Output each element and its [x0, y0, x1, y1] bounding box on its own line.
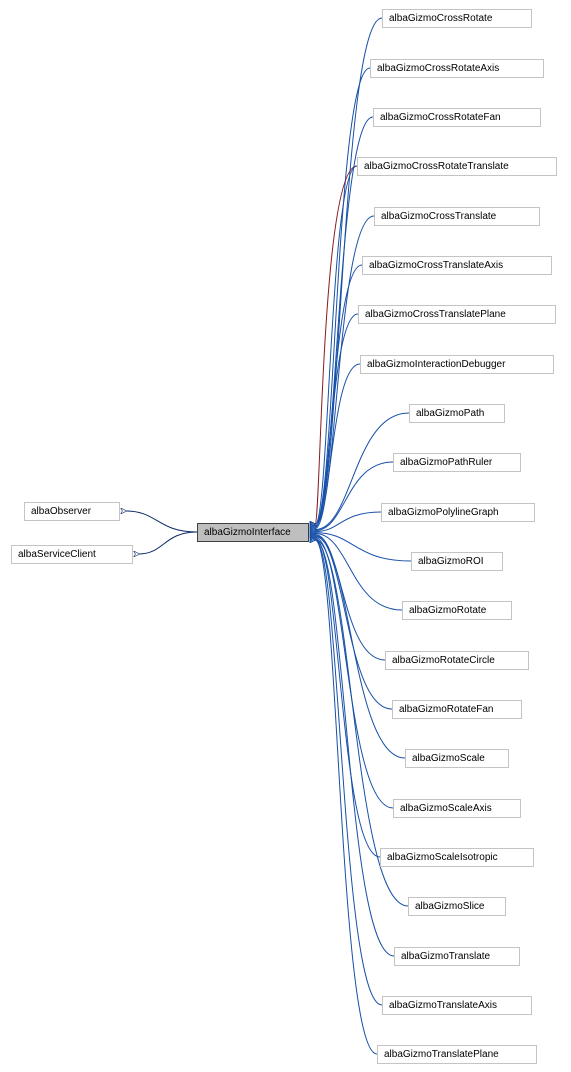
edge-albaGizmoCrossTranslatePlane-to-albaGizmoInterface [315, 314, 358, 528]
node-albaGizmoInterface: albaGizmoInterface [197, 523, 309, 542]
node-albaGizmoRotate[interactable]: albaGizmoRotate [402, 601, 512, 620]
edge-albaGizmoROI-to-albaGizmoInterface [315, 533, 411, 561]
edge-albaGizmoCrossRotateTranslate-to-albaGizmoInterface [315, 166, 357, 525]
node-albaGizmoRotateCircle[interactable]: albaGizmoRotateCircle [385, 651, 529, 670]
node-label: albaGizmoRotate [409, 605, 486, 616]
node-label: albaGizmoPolylineGraph [388, 507, 499, 518]
node-albaGizmoScale[interactable]: albaGizmoScale [405, 749, 509, 768]
node-label: albaGizmoScale [412, 753, 485, 764]
edge-albaGizmoCrossTranslateAxis-to-albaGizmoInterface [315, 265, 362, 527]
node-label: albaGizmoCrossRotateTranslate [364, 161, 509, 172]
node-label: albaGizmoTranslateAxis [389, 1000, 497, 1011]
edge-albaGizmoRotateFan-to-albaGizmoInterface [315, 536, 392, 709]
edge-albaGizmoScaleIsotropic-to-albaGizmoInterface [315, 539, 380, 858]
node-albaGizmoTranslateAxis[interactable]: albaGizmoTranslateAxis [382, 996, 532, 1015]
edge-albaGizmoTranslateAxis-to-albaGizmoInterface [315, 540, 382, 1005]
node-label: albaGizmoCrossRotateFan [380, 112, 501, 123]
node-albaGizmoRotateFan[interactable]: albaGizmoRotateFan [392, 700, 522, 719]
diagram-stage: albaObserver albaServiceClient albaGizmoIn… [0, 0, 571, 1072]
node-albaGizmoCrossRotateFan[interactable]: albaGizmoCrossRotateFan [373, 108, 541, 127]
node-label: albaServiceClient [18, 549, 96, 560]
node-label: albaGizmoTranslatePlane [384, 1049, 499, 1060]
edge-albaGizmoInteractionDebugger-to-albaGizmoInterface [315, 364, 360, 529]
node-albaGizmoPolylineGraph[interactable]: albaGizmoPolylineGraph [381, 503, 535, 522]
node-label: albaObserver [31, 506, 91, 517]
edge-albaGizmoInterface-to-albaObserver [126, 511, 197, 532]
node-albaGizmoTranslatePlane[interactable]: albaGizmoTranslatePlane [377, 1045, 537, 1064]
node-label: albaGizmoSlice [415, 901, 484, 912]
node-label: albaGizmoPathRuler [400, 457, 492, 468]
node-albaObserver[interactable]: albaObserver [24, 502, 120, 521]
node-albaGizmoCrossTranslatePlane[interactable]: albaGizmoCrossTranslatePlane [358, 305, 556, 324]
node-label: albaGizmoCrossRotateAxis [377, 63, 499, 74]
node-albaGizmoPath[interactable]: albaGizmoPath [409, 404, 505, 423]
node-albaGizmoSlice[interactable]: albaGizmoSlice [408, 897, 506, 916]
node-label: albaGizmoCrossTranslate [381, 211, 496, 222]
node-label: albaGizmoPath [416, 408, 484, 419]
edge-albaGizmoInterface-to-albaServiceClient [139, 532, 197, 554]
node-label: albaGizmoRotateCircle [392, 655, 495, 666]
node-albaGizmoInteractionDebugger[interactable]: albaGizmoInteractionDebugger [360, 355, 554, 374]
edge-albaGizmoTranslatePlane-to-albaGizmoInterface [315, 540, 377, 1054]
node-label: albaGizmoScaleAxis [400, 803, 492, 814]
node-label: albaGizmoRotateFan [399, 704, 494, 715]
node-label: albaGizmoROI [418, 556, 484, 567]
node-label: albaGizmoInteractionDebugger [367, 359, 505, 370]
node-albaGizmoCrossRotateTranslate[interactable]: albaGizmoCrossRotateTranslate [357, 157, 557, 176]
edge-albaGizmoScale-to-albaGizmoInterface [315, 537, 405, 758]
node-albaGizmoScaleIsotropic[interactable]: albaGizmoScaleIsotropic [380, 848, 534, 867]
node-label: albaGizmoCrossRotate [389, 13, 492, 24]
edge-albaGizmoRotate-to-albaGizmoInterface [315, 534, 402, 610]
edge-albaGizmoCrossRotateTranslate-to-albaGizmoInterface [315, 166, 357, 525]
node-label: albaGizmoCrossTranslatePlane [365, 309, 506, 320]
node-albaServiceClient[interactable]: albaServiceClient [11, 545, 133, 564]
node-label: albaGizmoInterface [204, 527, 291, 538]
node-albaGizmoCrossTranslateAxis[interactable]: albaGizmoCrossTranslateAxis [362, 256, 552, 275]
edge-albaGizmoPolylineGraph-to-albaGizmoInterface [315, 512, 381, 532]
edge-albaGizmoTranslate-to-albaGizmoInterface [315, 540, 394, 956]
node-label: albaGizmoScaleIsotropic [387, 852, 498, 863]
node-albaGizmoTranslate[interactable]: albaGizmoTranslate [394, 947, 520, 966]
node-albaGizmoPathRuler[interactable]: albaGizmoPathRuler [393, 453, 521, 472]
edge-albaGizmoRotateCircle-to-albaGizmoInterface [315, 535, 385, 660]
node-albaGizmoCrossRotateAxis[interactable]: albaGizmoCrossRotateAxis [370, 59, 544, 78]
node-label: albaGizmoCrossTranslateAxis [369, 260, 503, 271]
node-label: albaGizmoTranslate [401, 951, 490, 962]
edge-albaGizmoScaleAxis-to-albaGizmoInterface [315, 538, 393, 808]
node-albaGizmoCrossRotate[interactable]: albaGizmoCrossRotate [382, 9, 532, 28]
edge-albaGizmoCrossRotateAxis-to-albaGizmoInterface [315, 68, 370, 524]
node-albaGizmoScaleAxis[interactable]: albaGizmoScaleAxis [393, 799, 521, 818]
node-albaGizmoROI[interactable]: albaGizmoROI [411, 552, 503, 571]
node-albaGizmoCrossTranslate[interactable]: albaGizmoCrossTranslate [374, 207, 540, 226]
